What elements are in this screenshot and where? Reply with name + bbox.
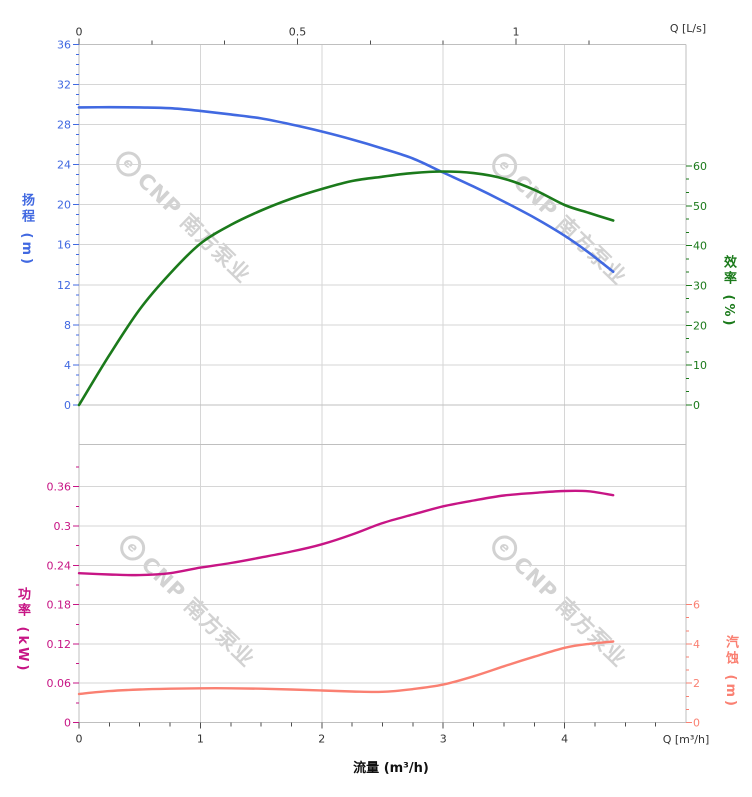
svg-text:0.36: 0.36 xyxy=(47,481,72,494)
svg-text:30: 30 xyxy=(693,279,707,292)
svg-text:3: 3 xyxy=(440,733,447,746)
svg-text:0: 0 xyxy=(693,717,700,730)
svg-text:0: 0 xyxy=(64,399,71,412)
npsh-axis-title: 汽蚀 (m) xyxy=(723,635,738,709)
head-curve xyxy=(77,105,615,273)
svg-text:4: 4 xyxy=(64,359,71,372)
efficiency-curve xyxy=(77,170,615,407)
svg-text:0: 0 xyxy=(76,733,83,746)
svg-text:0: 0 xyxy=(64,717,71,730)
svg-text:0.3: 0.3 xyxy=(54,520,72,533)
head-axis-title: 扬程 (m) xyxy=(19,193,34,267)
svg-text:0: 0 xyxy=(693,399,700,412)
power-axis-title: 功率 (kW) xyxy=(15,587,30,674)
svg-text:0: 0 xyxy=(76,25,83,38)
svg-text:0.5: 0.5 xyxy=(289,25,307,38)
svg-text:0.24: 0.24 xyxy=(47,559,72,572)
svg-text:2: 2 xyxy=(318,733,325,746)
axis-ticks: 0 0.5 10 1 2 3 4048121620242832360102030405060… xyxy=(47,25,708,745)
svg-text:20: 20 xyxy=(693,319,707,332)
svg-text:20: 20 xyxy=(57,199,71,212)
svg-text:4: 4 xyxy=(561,733,568,746)
svg-text:1: 1 xyxy=(513,25,520,38)
svg-text:2: 2 xyxy=(693,677,700,690)
svg-text:24: 24 xyxy=(57,159,71,172)
svg-text:10: 10 xyxy=(693,359,707,372)
svg-text:36: 36 xyxy=(57,38,71,51)
power-curve xyxy=(77,489,615,577)
svg-text:12: 12 xyxy=(57,279,71,292)
top-axis-unit-label: Q [L/s] xyxy=(669,22,707,35)
svg-text:0.12: 0.12 xyxy=(47,638,72,651)
svg-text:0.18: 0.18 xyxy=(47,599,72,612)
svg-text:6: 6 xyxy=(693,599,700,612)
svg-text:32: 32 xyxy=(57,78,71,91)
svg-text:1: 1 xyxy=(197,733,204,746)
svg-text:50: 50 xyxy=(693,200,707,213)
svg-text:60: 60 xyxy=(693,160,707,173)
axis-spines xyxy=(78,43,687,723)
svg-text:40: 40 xyxy=(693,240,707,253)
svg-text:8: 8 xyxy=(64,319,71,332)
svg-text:28: 28 xyxy=(57,118,71,131)
svg-text:4: 4 xyxy=(693,638,700,651)
efficiency-axis-title: 效率 (%) xyxy=(721,255,736,329)
bottom-axis-unit-label: Q [m³/h] xyxy=(662,733,710,746)
grid-lines xyxy=(79,44,686,723)
npsh-curve xyxy=(77,640,615,696)
flow-axis-title: 流量 (m³/h) xyxy=(353,761,429,776)
svg-text:0.06: 0.06 xyxy=(47,677,72,690)
svg-text:16: 16 xyxy=(57,239,71,252)
